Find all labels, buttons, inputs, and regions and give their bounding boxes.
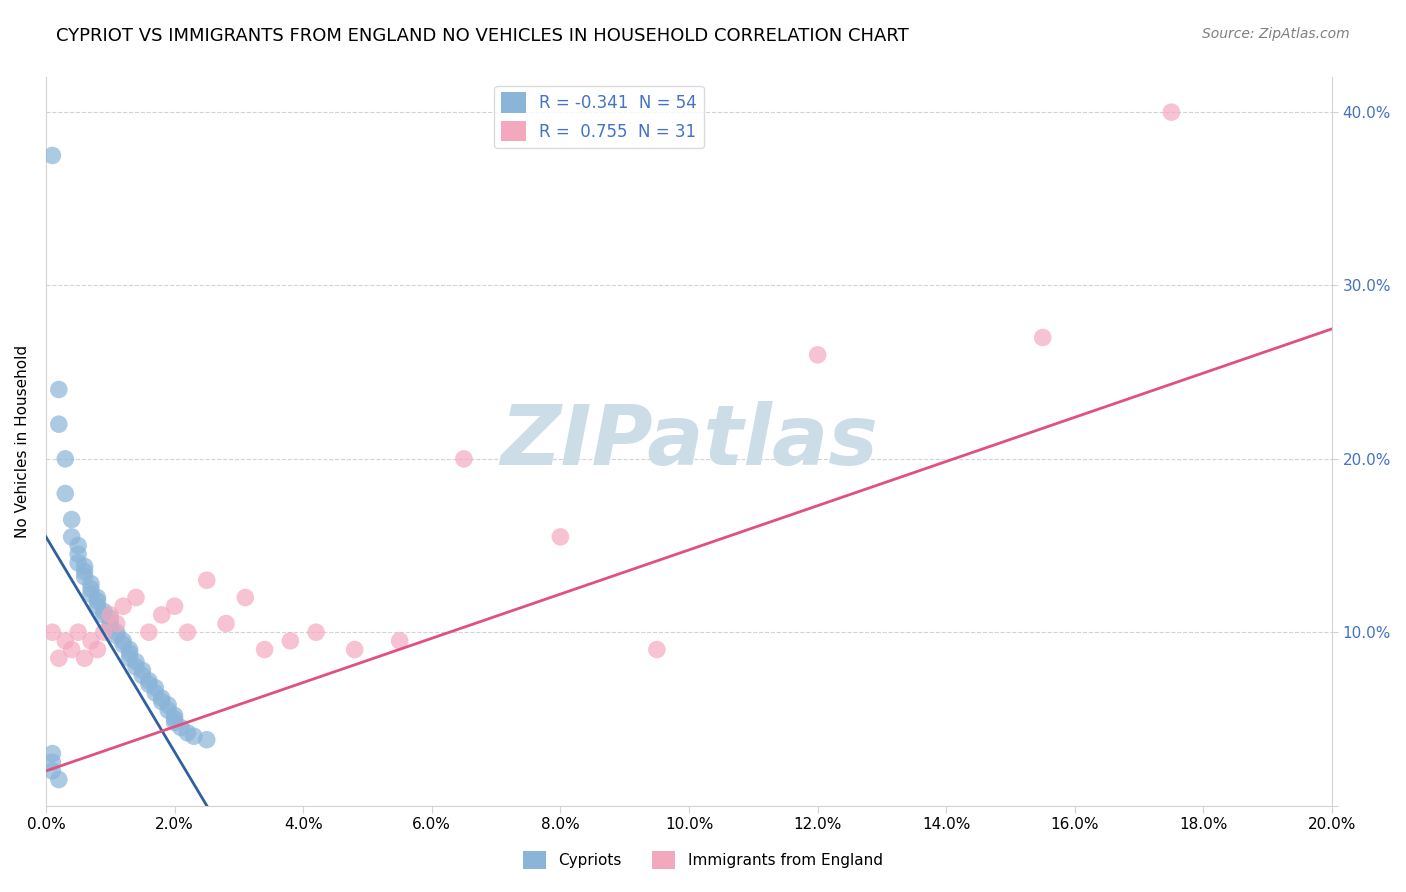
Legend: R = -0.341  N = 54, R =  0.755  N = 31: R = -0.341 N = 54, R = 0.755 N = 31	[495, 86, 704, 148]
Point	[67, 539, 90, 553]
Point	[73, 565, 96, 579]
Point	[73, 651, 96, 665]
Point	[195, 732, 218, 747]
Point	[112, 637, 135, 651]
Point	[41, 747, 63, 761]
Point	[67, 547, 90, 561]
Point	[41, 148, 63, 162]
Point	[453, 451, 475, 466]
Point	[163, 599, 186, 614]
Point	[176, 726, 198, 740]
Point	[60, 642, 83, 657]
Text: ZIPatlas: ZIPatlas	[501, 401, 877, 482]
Point	[278, 633, 301, 648]
Point	[138, 677, 160, 691]
Point	[163, 712, 186, 726]
Point	[53, 451, 76, 466]
Point	[41, 764, 63, 778]
Point	[157, 703, 180, 717]
Point	[41, 625, 63, 640]
Point	[550, 530, 572, 544]
Point	[98, 611, 121, 625]
Point	[125, 591, 148, 605]
Point	[86, 642, 108, 657]
Point	[645, 642, 668, 657]
Point	[157, 698, 180, 712]
Point	[143, 681, 166, 695]
Legend: Cypriots, Immigrants from England: Cypriots, Immigrants from England	[517, 845, 889, 875]
Point	[118, 651, 141, 665]
Point	[86, 599, 108, 614]
Point	[105, 625, 128, 640]
Point	[253, 642, 276, 657]
Point	[48, 651, 70, 665]
Point	[80, 582, 103, 596]
Point	[112, 599, 135, 614]
Point	[98, 607, 121, 622]
Point	[150, 695, 173, 709]
Text: CYPRIOT VS IMMIGRANTS FROM ENGLAND NO VEHICLES IN HOUSEHOLD CORRELATION CHART: CYPRIOT VS IMMIGRANTS FROM ENGLAND NO VE…	[56, 27, 910, 45]
Point	[86, 591, 108, 605]
Point	[48, 772, 70, 787]
Point	[138, 625, 160, 640]
Point	[163, 708, 186, 723]
Y-axis label: No Vehicles in Household: No Vehicles in Household	[15, 345, 30, 538]
Point	[131, 668, 153, 682]
Point	[1032, 330, 1054, 344]
Point	[53, 633, 76, 648]
Point	[176, 625, 198, 640]
Point	[170, 721, 193, 735]
Point	[98, 620, 121, 634]
Point	[60, 530, 83, 544]
Point	[105, 629, 128, 643]
Point	[67, 625, 90, 640]
Point	[807, 348, 830, 362]
Point	[80, 587, 103, 601]
Point	[143, 686, 166, 700]
Point	[67, 556, 90, 570]
Point	[1160, 105, 1182, 120]
Point	[125, 660, 148, 674]
Point	[48, 383, 70, 397]
Point	[305, 625, 328, 640]
Point	[131, 664, 153, 678]
Point	[86, 594, 108, 608]
Point	[343, 642, 366, 657]
Point	[233, 591, 256, 605]
Point	[118, 646, 141, 660]
Point	[53, 486, 76, 500]
Point	[163, 715, 186, 730]
Point	[388, 633, 411, 648]
Point	[215, 616, 238, 631]
Point	[118, 642, 141, 657]
Point	[48, 417, 70, 432]
Point	[60, 512, 83, 526]
Point	[93, 607, 115, 622]
Point	[93, 604, 115, 618]
Point	[80, 576, 103, 591]
Point	[80, 633, 103, 648]
Point	[73, 559, 96, 574]
Point	[150, 607, 173, 622]
Text: Source: ZipAtlas.com: Source: ZipAtlas.com	[1202, 27, 1350, 41]
Point	[195, 573, 218, 587]
Point	[105, 616, 128, 631]
Point	[150, 691, 173, 706]
Point	[183, 729, 205, 743]
Point	[138, 673, 160, 688]
Point	[125, 655, 148, 669]
Point	[98, 616, 121, 631]
Point	[93, 625, 115, 640]
Point	[73, 570, 96, 584]
Point	[41, 756, 63, 770]
Point	[112, 633, 135, 648]
